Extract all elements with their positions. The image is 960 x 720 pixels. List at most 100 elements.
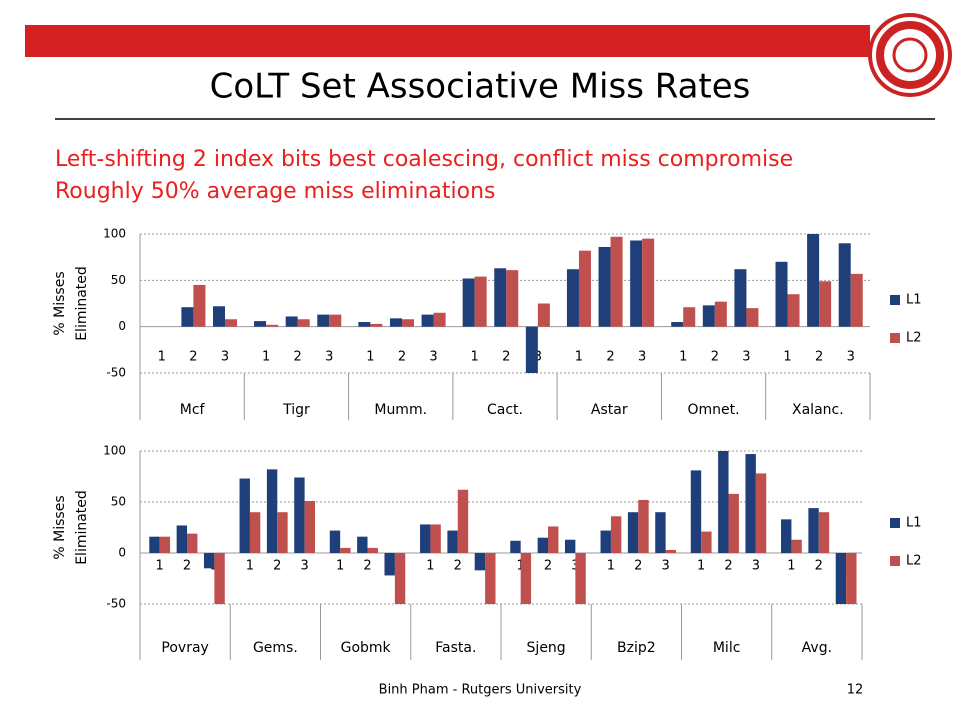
group-label: Avg. [802,640,832,656]
x-tick-label: 1 [246,559,254,574]
bar [367,547,378,553]
x-tick-label: 2 [711,350,719,365]
x-tick-label: 2 [183,559,191,574]
bar [846,553,857,604]
bar [655,512,666,553]
bar [340,547,351,553]
y-tick-label: 50 [111,273,126,287]
x-tick-label: 1 [787,559,795,574]
bar [819,281,832,327]
bar [304,500,316,553]
x-tick-label: 3 [661,559,669,574]
bar [520,553,532,604]
bar [294,477,305,553]
x-tick-label: 2 [273,559,281,574]
x-tick-label: 3 [752,559,760,574]
y-axis-label: Eliminated [74,266,90,341]
legend-swatch [890,556,900,566]
group-label: Gems. [253,640,298,656]
bar [835,553,847,604]
bar [266,469,278,553]
group-label: Sjeng [527,640,566,656]
bar [239,478,250,553]
x-tick-label: 2 [502,350,510,365]
bar [421,314,434,327]
legend-label: L1 [906,516,922,531]
bar [401,319,414,327]
bar [357,536,368,553]
group-label: Gobmk [341,640,392,656]
x-tick-label: 3 [638,350,646,365]
x-tick-label: 1 [679,350,687,365]
bar [564,539,576,553]
bar [249,512,261,553]
bar [548,526,559,553]
bar [683,307,696,327]
logo-ring [876,21,944,89]
bar [370,323,383,327]
bar [214,553,225,604]
x-tick-label: 2 [815,559,823,574]
group-label: Mumm. [374,402,427,418]
bar [225,319,238,327]
slide-title: CoLT Set Associative Miss Rates [210,67,751,107]
bar [389,318,402,327]
x-tick-label: 2 [294,350,302,365]
bar [702,305,715,327]
bar [734,269,747,327]
x-tick-label: 1 [697,559,705,574]
y-tick-label: -50 [106,597,126,611]
group-label: Mcf [180,402,206,418]
bar [159,536,171,553]
bar [701,531,712,553]
header-bar [25,25,870,57]
y-tick-label: 0 [118,319,126,333]
legend-swatch [890,295,900,305]
bar [176,525,188,553]
x-tick-label: 2 [189,350,197,365]
bar [791,539,802,553]
y-tick-label: 0 [118,546,126,560]
bar [627,512,639,553]
bar [525,326,538,373]
bar [755,473,767,553]
bar [212,306,226,327]
bar [510,540,521,553]
x-tick-label: 2 [363,559,371,574]
bar [671,322,684,327]
y-tick-label: 100 [103,444,126,458]
bar [690,470,702,553]
x-tick-label: 1 [366,350,374,365]
bar [317,314,330,327]
x-tick-label: 1 [158,350,166,365]
group-label: Cact. [487,402,523,418]
x-tick-label: 3 [300,559,308,574]
group-label: Bzip2 [617,640,656,656]
bar [329,314,342,327]
bar [254,321,267,327]
bar [447,530,458,553]
y-axis-label: % Misses [52,495,68,559]
bar [193,284,206,327]
group-label: Astar [591,402,628,418]
x-tick-label: 2 [454,559,462,574]
x-tick-label: 1 [426,559,434,574]
group-label: Xalanc. [792,402,844,418]
bar [285,316,298,327]
bar [537,303,550,327]
bar [728,493,739,553]
x-tick-label: 3 [221,350,229,365]
x-tick-label: 1 [336,559,344,574]
bar [457,489,469,553]
y-tick-label: -50 [106,366,126,380]
x-tick-label: 3 [429,350,437,365]
bar [506,270,519,327]
legend-label: L1 [906,293,922,308]
bar [297,319,310,327]
y-tick-label: 100 [103,227,126,241]
bar [430,524,441,553]
group-label: Omnet. [688,402,740,418]
bullet: Left-shifting 2 index bits best coalesci… [55,147,793,172]
bar [566,269,579,327]
